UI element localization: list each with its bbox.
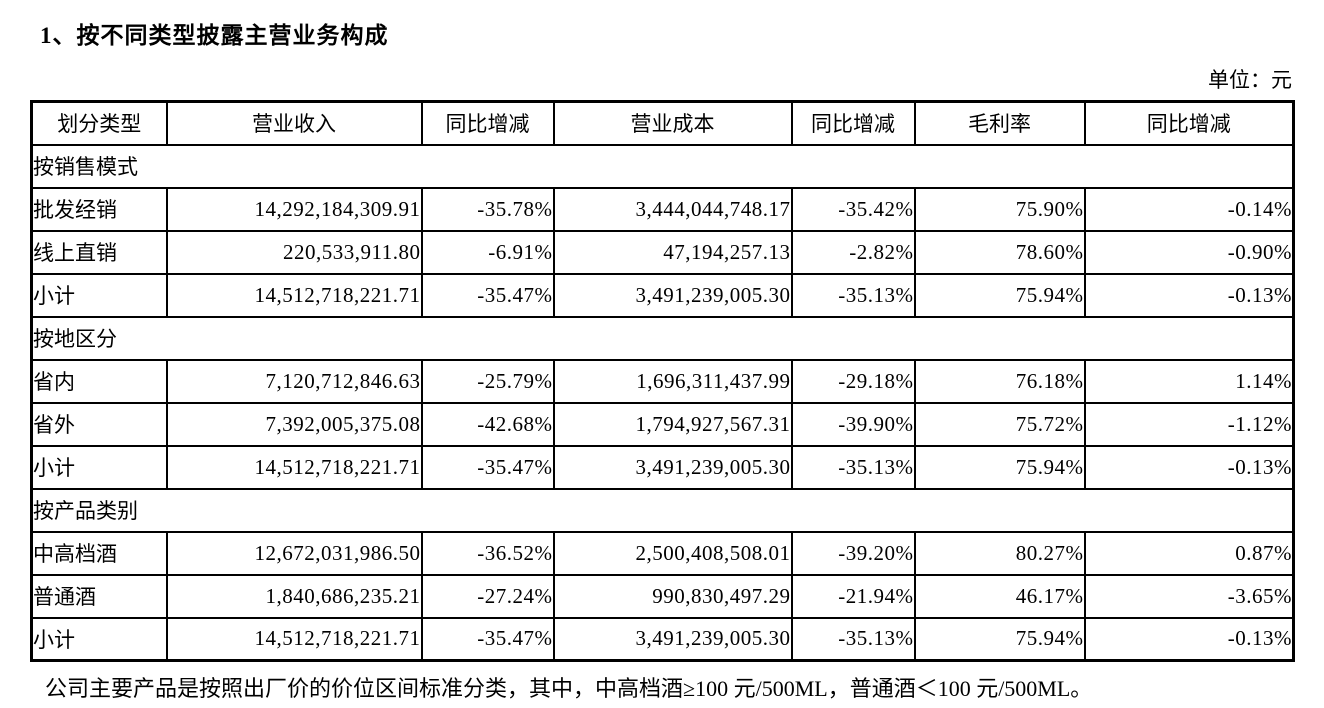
main-business-table: 划分类型 营业收入 同比增减 营业成本 同比增减 毛利率 同比增减 按销售模式 … bbox=[30, 100, 1295, 662]
classification-footnote: 公司主要产品是按照出厂价的价位区间标准分类，其中，中高档酒≥100 元/500M… bbox=[45, 676, 1093, 701]
row-label: 中高档酒 bbox=[30, 530, 168, 576]
margin-yoy-value: 0.87% bbox=[1083, 530, 1295, 576]
page-title: 1、按不同类型披露主营业务构成 bbox=[40, 23, 389, 48]
revenue-value: 14,512,718,221.71 bbox=[165, 444, 423, 490]
cost-value: 47,194,257.13 bbox=[552, 229, 793, 275]
cost-value: 1,794,927,567.31 bbox=[552, 401, 793, 447]
table-row: 批发经销 14,292,184,309.91 -35.78% 3,444,044… bbox=[30, 186, 1295, 232]
cost-value: 1,696,311,437.99 bbox=[552, 358, 793, 404]
cost-value: 2,500,408,508.01 bbox=[552, 530, 793, 576]
revenue-yoy-value: -27.24% bbox=[420, 573, 555, 619]
table-row: 省外 7,392,005,375.08 -42.68% 1,794,927,56… bbox=[30, 401, 1295, 447]
cost-yoy-value: -29.18% bbox=[790, 358, 916, 404]
revenue-value: 220,533,911.80 bbox=[165, 229, 423, 275]
cost-yoy-value: -39.20% bbox=[790, 530, 916, 576]
row-label: 省外 bbox=[30, 401, 168, 447]
header-gross-margin: 毛利率 bbox=[913, 100, 1086, 146]
margin-yoy-value: -0.90% bbox=[1083, 229, 1295, 275]
cost-yoy-value: -35.13% bbox=[790, 272, 916, 318]
row-label: 小计 bbox=[30, 616, 168, 662]
gross-margin-value: 75.94% bbox=[913, 272, 1086, 318]
table-row: 小计 14,512,718,221.71 -35.47% 3,491,239,0… bbox=[30, 444, 1295, 490]
section-label: 按地区分 bbox=[30, 315, 1295, 361]
margin-yoy-value: -0.13% bbox=[1083, 444, 1295, 490]
row-label: 线上直销 bbox=[30, 229, 168, 275]
gross-margin-value: 75.94% bbox=[913, 616, 1086, 662]
revenue-value: 1,840,686,235.21 bbox=[165, 573, 423, 619]
cost-value: 3,491,239,005.30 bbox=[552, 444, 793, 490]
gross-margin-value: 75.72% bbox=[913, 401, 1086, 447]
section-row-product: 按产品类别 bbox=[30, 487, 1295, 533]
row-label: 小计 bbox=[30, 444, 168, 490]
row-label: 省内 bbox=[30, 358, 168, 404]
margin-yoy-value: -3.65% bbox=[1083, 573, 1295, 619]
cost-yoy-value: -39.90% bbox=[790, 401, 916, 447]
gross-margin-value: 76.18% bbox=[913, 358, 1086, 404]
header-revenue-yoy: 同比增减 bbox=[420, 100, 555, 146]
header-cost-yoy: 同比增减 bbox=[790, 100, 916, 146]
revenue-value: 7,120,712,846.63 bbox=[165, 358, 423, 404]
gross-margin-value: 78.60% bbox=[913, 229, 1086, 275]
margin-yoy-value: 1.14% bbox=[1083, 358, 1295, 404]
revenue-yoy-value: -35.47% bbox=[420, 444, 555, 490]
revenue-yoy-value: -35.47% bbox=[420, 616, 555, 662]
revenue-value: 14,512,718,221.71 bbox=[165, 272, 423, 318]
cost-value: 990,830,497.29 bbox=[552, 573, 793, 619]
cost-yoy-value: -21.94% bbox=[790, 573, 916, 619]
header-category: 划分类型 bbox=[30, 100, 168, 146]
gross-margin-value: 75.94% bbox=[913, 444, 1086, 490]
section-row-region: 按地区分 bbox=[30, 315, 1295, 361]
table-row: 线上直销 220,533,911.80 -6.91% 47,194,257.13… bbox=[30, 229, 1295, 275]
header-revenue: 营业收入 bbox=[165, 100, 423, 146]
gross-margin-value: 80.27% bbox=[913, 530, 1086, 576]
cost-value: 3,491,239,005.30 bbox=[552, 616, 793, 662]
section-label: 按产品类别 bbox=[30, 487, 1295, 533]
table-header-row: 划分类型 营业收入 同比增减 营业成本 同比增减 毛利率 同比增减 bbox=[30, 100, 1295, 146]
revenue-value: 14,292,184,309.91 bbox=[165, 186, 423, 232]
cost-value: 3,491,239,005.30 bbox=[552, 272, 793, 318]
gross-margin-value: 46.17% bbox=[913, 573, 1086, 619]
revenue-yoy-value: -36.52% bbox=[420, 530, 555, 576]
section-label: 按销售模式 bbox=[30, 143, 1295, 189]
revenue-yoy-value: -25.79% bbox=[420, 358, 555, 404]
revenue-yoy-value: -6.91% bbox=[420, 229, 555, 275]
revenue-yoy-value: -42.68% bbox=[420, 401, 555, 447]
revenue-value: 12,672,031,986.50 bbox=[165, 530, 423, 576]
cost-value: 3,444,044,748.17 bbox=[552, 186, 793, 232]
table-row: 中高档酒 12,672,031,986.50 -36.52% 2,500,408… bbox=[30, 530, 1295, 576]
row-label: 普通酒 bbox=[30, 573, 168, 619]
revenue-yoy-value: -35.78% bbox=[420, 186, 555, 232]
gross-margin-value: 75.90% bbox=[913, 186, 1086, 232]
header-cost: 营业成本 bbox=[552, 100, 793, 146]
table-row: 小计 14,512,718,221.71 -35.47% 3,491,239,0… bbox=[30, 272, 1295, 318]
section-row-sales-mode: 按销售模式 bbox=[30, 143, 1295, 189]
revenue-value: 7,392,005,375.08 bbox=[165, 401, 423, 447]
revenue-value: 14,512,718,221.71 bbox=[165, 616, 423, 662]
row-label: 小计 bbox=[30, 272, 168, 318]
margin-yoy-value: -1.12% bbox=[1083, 401, 1295, 447]
table-row: 普通酒 1,840,686,235.21 -27.24% 990,830,497… bbox=[30, 573, 1295, 619]
cost-yoy-value: -35.42% bbox=[790, 186, 916, 232]
margin-yoy-value: -0.13% bbox=[1083, 272, 1295, 318]
cost-yoy-value: -35.13% bbox=[790, 444, 916, 490]
row-label: 批发经销 bbox=[30, 186, 168, 232]
margin-yoy-value: -0.13% bbox=[1083, 616, 1295, 662]
table-row: 省内 7,120,712,846.63 -25.79% 1,696,311,43… bbox=[30, 358, 1295, 404]
header-margin-yoy: 同比增减 bbox=[1083, 100, 1295, 146]
cost-yoy-value: -2.82% bbox=[790, 229, 916, 275]
margin-yoy-value: -0.14% bbox=[1083, 186, 1295, 232]
cost-yoy-value: -35.13% bbox=[790, 616, 916, 662]
table-row: 小计 14,512,718,221.71 -35.47% 3,491,239,0… bbox=[30, 616, 1295, 662]
revenue-yoy-value: -35.47% bbox=[420, 272, 555, 318]
unit-label: 单位：元 bbox=[1208, 68, 1292, 92]
